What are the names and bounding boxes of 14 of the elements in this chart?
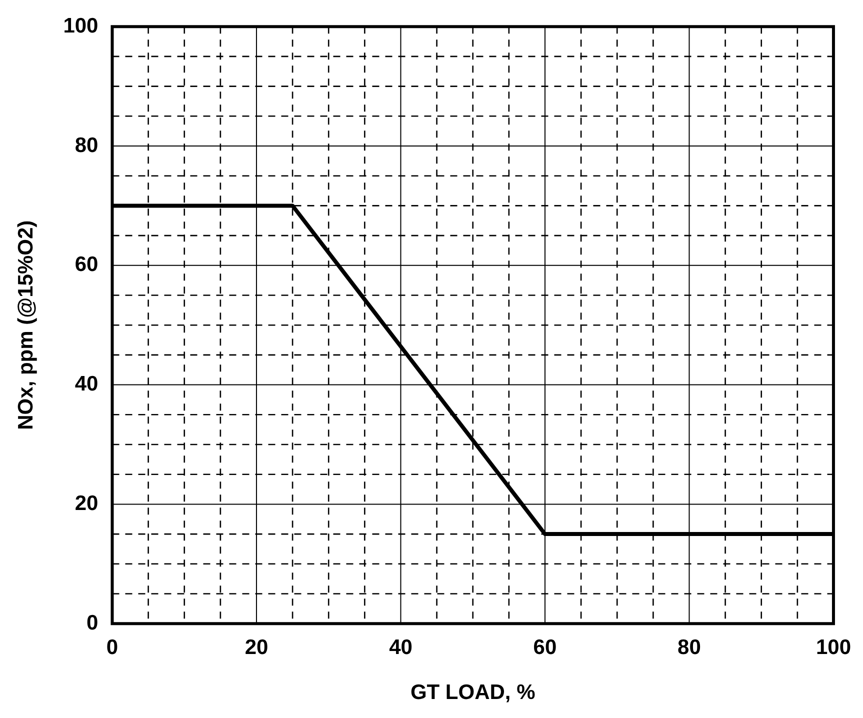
x-tick-label: 40 — [389, 636, 412, 659]
x-tick-label: 100 — [816, 636, 852, 659]
y-axis-title: NOx, ppm (@15%O2) — [14, 220, 38, 430]
y-tick-label: 100 — [63, 14, 98, 38]
x-axis-title: GT LOAD, % — [410, 681, 536, 704]
y-tick-label: 20 — [74, 492, 98, 515]
y-tick-label: 60 — [74, 253, 98, 276]
x-tick-label: 80 — [678, 636, 701, 659]
y-tick-label: 0 — [86, 611, 98, 634]
y-tick-label: 80 — [74, 134, 98, 157]
x-tick-label: 0 — [106, 636, 118, 659]
x-tick-label: 20 — [244, 636, 268, 659]
x-tick-label: 60 — [533, 636, 557, 659]
y-tick-label: 40 — [74, 372, 98, 396]
